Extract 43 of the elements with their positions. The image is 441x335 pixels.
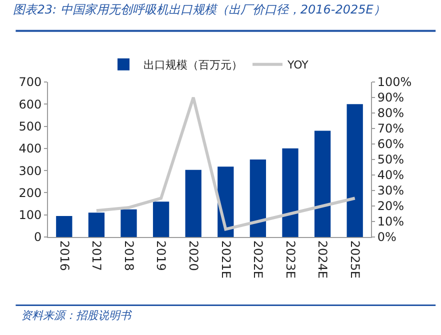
y-tick-label: 300 bbox=[18, 164, 42, 178]
bar bbox=[88, 212, 105, 237]
y2-tick-label: 30% bbox=[377, 184, 404, 198]
x-tick-label: 2018 bbox=[122, 240, 136, 271]
y2-tick-label: 10% bbox=[377, 214, 404, 229]
y2-tick-label: 0% bbox=[377, 230, 396, 244]
legend-label: 出口规模（百万元） bbox=[144, 58, 242, 72]
bar bbox=[185, 170, 202, 237]
y2-tick-label: 80% bbox=[377, 106, 404, 120]
y2-tick-label: 60% bbox=[377, 137, 404, 152]
line-series bbox=[94, 96, 356, 231]
y2-tick-label: 40% bbox=[377, 168, 404, 182]
y-tick-label: 600 bbox=[18, 97, 42, 112]
y-tick-label: 0 bbox=[34, 230, 42, 244]
bar bbox=[282, 148, 298, 237]
y-tick-label: 200 bbox=[18, 186, 42, 200]
legend-label: YOY bbox=[286, 58, 309, 72]
x-tick-label: 2023E bbox=[283, 240, 298, 279]
y2-tick-label: 90% bbox=[377, 90, 404, 105]
bar bbox=[346, 104, 363, 237]
x-tick-label: 2021E bbox=[218, 240, 233, 279]
y2-tick-label: 70% bbox=[377, 122, 404, 136]
bar bbox=[314, 130, 331, 237]
y-tick-label: 400 bbox=[18, 142, 42, 156]
y-tick-label: 700 bbox=[18, 75, 42, 90]
bar bbox=[250, 160, 266, 237]
y2-tick-label: 20% bbox=[377, 199, 404, 214]
bar bbox=[120, 209, 137, 237]
y-tick-label: 500 bbox=[18, 119, 42, 134]
x-tick-label: 2020 bbox=[186, 240, 200, 271]
x-tick-label: 2022E bbox=[251, 240, 266, 279]
chart-title: 图表23: 中国家用无创呼吸机出口规模（出厂价口径，2016-2025E） bbox=[13, 2, 386, 16]
x-tick-label: 2024E bbox=[316, 240, 330, 279]
x-tick-label: 2016 bbox=[57, 240, 72, 271]
bar bbox=[56, 216, 72, 237]
bar bbox=[152, 202, 170, 237]
x-tick-label: 2019 bbox=[154, 240, 168, 271]
x-tick-label: 2025E bbox=[348, 240, 362, 279]
text: 资料来源：招股说明书 bbox=[21, 309, 133, 322]
y2-tick-label: 100% bbox=[377, 75, 412, 90]
y2-tick-label: 50% bbox=[377, 152, 404, 167]
x-tick-label: 2017 bbox=[90, 240, 104, 271]
y-tick-label: 100 bbox=[18, 208, 42, 222]
